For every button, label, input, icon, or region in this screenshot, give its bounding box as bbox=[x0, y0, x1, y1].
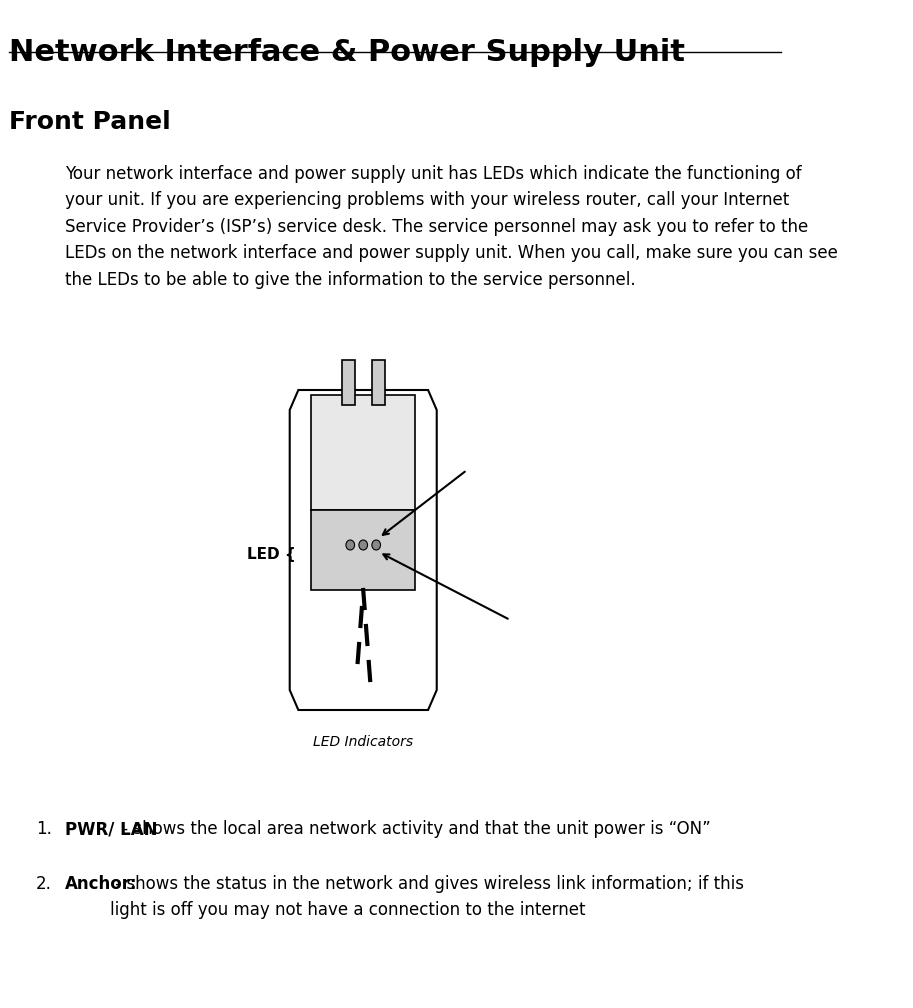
Polygon shape bbox=[311, 395, 415, 510]
Text: - shows the local area network activity and that the unit power is “ON”: - shows the local area network activity … bbox=[117, 820, 710, 838]
Text: 2.: 2. bbox=[36, 875, 52, 893]
Text: 1.: 1. bbox=[36, 820, 52, 838]
Circle shape bbox=[372, 540, 381, 550]
Polygon shape bbox=[372, 360, 385, 405]
Text: LED Indicators: LED Indicators bbox=[313, 735, 414, 749]
Text: Your network interface and power supply unit has LEDs which indicate the functio: Your network interface and power supply … bbox=[65, 165, 838, 288]
Circle shape bbox=[359, 540, 368, 550]
Circle shape bbox=[346, 540, 354, 550]
Text: Network Interface & Power Supply Unit: Network Interface & Power Supply Unit bbox=[8, 38, 685, 67]
Text: Front Panel: Front Panel bbox=[8, 110, 171, 134]
Text: PWR/ LAN: PWR/ LAN bbox=[65, 820, 157, 838]
Text: Anchor:: Anchor: bbox=[65, 875, 138, 893]
Polygon shape bbox=[341, 360, 354, 405]
Text: LED {: LED { bbox=[247, 547, 296, 562]
Polygon shape bbox=[311, 510, 415, 590]
Text: - shows the status in the network and gives wireless link information; if this
l: - shows the status in the network and gi… bbox=[110, 875, 744, 919]
